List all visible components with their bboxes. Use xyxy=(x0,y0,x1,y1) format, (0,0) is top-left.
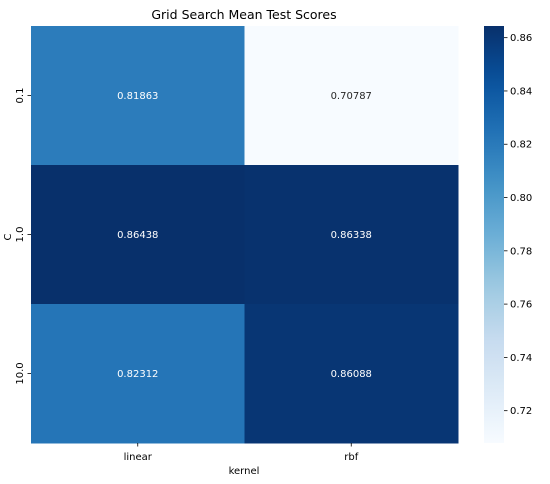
y-tick-label: 10.0 xyxy=(15,362,26,384)
colorbar-tick-label: 0.80 xyxy=(510,193,532,204)
colorbar xyxy=(484,26,504,443)
colorbar-axis: 0.72 0.74 0.76 0.78 0.80 0.82 0.84 0.86 xyxy=(504,33,532,417)
heatmap-cell xyxy=(244,26,459,166)
y-tick-label: 1.0 xyxy=(15,227,26,243)
heatmap-cell xyxy=(244,304,459,444)
cell-value-label: 0.86338 xyxy=(331,230,372,241)
heatmap-cell xyxy=(31,304,245,444)
y-axis: 0.1 1.0 10.0 xyxy=(15,88,31,385)
colorbar-tick-label: 0.78 xyxy=(510,246,532,257)
colorbar-tick-label: 0.86 xyxy=(510,33,532,44)
colorbar-tick-label: 0.82 xyxy=(510,140,532,151)
cell-value-label: 0.82312 xyxy=(117,369,158,380)
heatmap-cell xyxy=(244,165,459,305)
cell-value-label: 0.86088 xyxy=(331,369,372,380)
heatmap-cell xyxy=(31,165,245,305)
cell-value-label: 0.86438 xyxy=(117,230,158,241)
y-tick-label: 0.1 xyxy=(15,88,26,104)
colorbar-tick-label: 0.84 xyxy=(510,86,532,97)
y-axis-label: C xyxy=(3,233,14,240)
heatmap-cell xyxy=(31,26,245,166)
x-axis-label: kernel xyxy=(229,466,260,477)
colorbar-tick-label: 0.74 xyxy=(510,353,532,364)
heatmap-cell-labels: 0.81863 0.70787 0.86438 0.86338 0.82312 0.860… xyxy=(117,91,372,380)
colorbar-tick-label: 0.72 xyxy=(510,406,532,417)
heatmap-cells xyxy=(31,26,459,444)
chart-title: Grid Search Mean Test Scores xyxy=(151,7,336,22)
x-tick-label: rbf xyxy=(344,452,358,463)
colorbar-tick-label: 0.76 xyxy=(510,300,532,311)
x-axis: linear rbf xyxy=(124,443,359,463)
x-tick-label: linear xyxy=(124,452,153,463)
cell-value-label: 0.81863 xyxy=(117,91,158,102)
cell-value-label: 0.70787 xyxy=(331,91,372,102)
